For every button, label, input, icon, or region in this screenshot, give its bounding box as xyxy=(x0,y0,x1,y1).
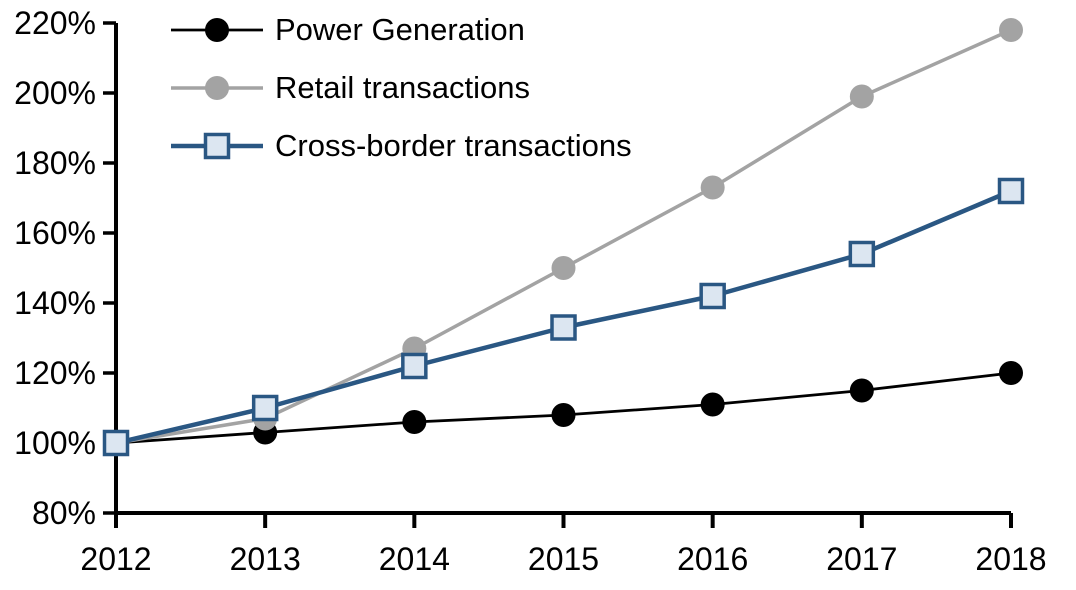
legend-label-retail-transactions: Retail transactions xyxy=(275,70,531,105)
series-cross-border-transactions-marker xyxy=(997,177,1025,205)
x-axis-tick-label: 2015 xyxy=(528,541,599,577)
series-retail-transactions-marker xyxy=(700,175,725,200)
legend-swatch-power-generation xyxy=(171,18,263,42)
legend-swatch-retail-transactions xyxy=(171,76,263,100)
x-axis-tick-label: 2016 xyxy=(677,541,748,577)
series-retail-transactions-marker xyxy=(551,256,576,280)
legend-swatch-cross-border-transactions xyxy=(171,132,263,160)
y-axis-tick-label: 180% xyxy=(14,145,96,181)
y-axis-tick-label: 80% xyxy=(32,495,96,531)
series-cross-border-transactions-marker xyxy=(848,240,876,268)
x-axis-tick-label: 2014 xyxy=(379,541,450,577)
legend-item-power-generation: Power Generation xyxy=(167,12,632,48)
x-axis-tick-label: 2013 xyxy=(230,541,301,577)
y-axis-tick-label: 120% xyxy=(14,355,96,391)
series-power-generation-marker xyxy=(402,410,427,434)
x-axis-tick-label: 2017 xyxy=(826,541,897,577)
legend-square-marker-icon xyxy=(203,132,231,160)
x-axis-tick-label: 2012 xyxy=(80,541,151,577)
series-cross-border-transactions-marker xyxy=(550,314,577,341)
legend-item-retail-transactions: Retail transactions xyxy=(167,70,632,106)
y-axis-tick-label: 100% xyxy=(14,425,96,461)
y-axis-tick-label: 200% xyxy=(14,75,96,111)
series-cross-border-transactions-marker xyxy=(251,394,279,422)
y-axis-tick-label: 220% xyxy=(14,5,96,41)
series-retail-transactions-marker xyxy=(849,84,874,109)
y-axis-tick-label: 160% xyxy=(14,215,96,251)
series-power-generation-marker xyxy=(551,403,576,427)
legend-circle-marker-icon xyxy=(205,76,229,100)
series-retail-transactions-marker xyxy=(999,18,1023,42)
series-cross-border-transactions-marker xyxy=(699,282,726,310)
y-axis-tick-label: 140% xyxy=(14,285,96,321)
chart-legend: Power Generation Retail transactions Cro… xyxy=(167,12,632,186)
series-power-generation-marker xyxy=(849,378,874,403)
legend-item-cross-border-transactions: Cross-border transactions xyxy=(167,128,632,164)
x-axis-tick-label: 2018 xyxy=(975,541,1046,577)
series-power-generation-marker xyxy=(999,361,1023,385)
series-cross-border-transactions-marker xyxy=(401,352,428,380)
series-power-generation-marker xyxy=(700,392,725,417)
legend-label-cross-border-transactions: Cross-border transactions xyxy=(275,128,632,163)
legend-circle-marker-icon xyxy=(205,18,229,42)
series-cross-border-transactions-marker xyxy=(102,429,130,457)
legend-label-power-generation: Power Generation xyxy=(275,12,525,47)
